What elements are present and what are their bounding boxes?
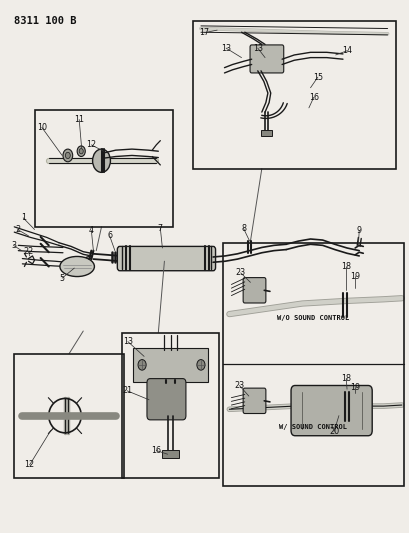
Text: 14: 14 (341, 46, 351, 55)
FancyBboxPatch shape (146, 378, 185, 420)
Text: 3: 3 (11, 241, 16, 250)
Text: 13: 13 (220, 44, 231, 53)
Text: W/ SOUND CONTROL: W/ SOUND CONTROL (278, 424, 346, 430)
FancyBboxPatch shape (290, 385, 371, 435)
Text: 9: 9 (356, 226, 361, 235)
FancyBboxPatch shape (249, 45, 283, 73)
Text: 20: 20 (328, 427, 338, 436)
Text: 7: 7 (157, 224, 162, 233)
Circle shape (65, 152, 70, 159)
Text: 19: 19 (349, 383, 360, 392)
Text: 16: 16 (308, 93, 318, 102)
Circle shape (196, 360, 204, 370)
FancyBboxPatch shape (260, 130, 271, 136)
FancyBboxPatch shape (117, 246, 215, 271)
Text: 5: 5 (59, 273, 65, 282)
Bar (14, 354, 124, 478)
FancyBboxPatch shape (133, 348, 208, 382)
Text: 21: 21 (122, 386, 132, 395)
Text: 13: 13 (123, 337, 133, 346)
Text: 23: 23 (234, 381, 244, 390)
Text: 18: 18 (340, 374, 351, 383)
Circle shape (79, 149, 83, 154)
Circle shape (63, 149, 72, 162)
Text: W/O SOUND CONTROL: W/O SOUND CONTROL (276, 316, 348, 321)
Text: 18: 18 (340, 262, 351, 271)
Text: 15: 15 (312, 72, 322, 82)
Text: 11: 11 (74, 115, 84, 124)
Text: 22: 22 (23, 247, 34, 256)
Text: 4: 4 (89, 226, 94, 235)
Text: 10: 10 (37, 123, 47, 132)
Text: 16: 16 (151, 446, 161, 455)
Bar (121, 333, 219, 478)
FancyBboxPatch shape (243, 388, 265, 414)
Text: 12: 12 (25, 461, 35, 470)
Text: 8: 8 (240, 224, 245, 233)
Text: 1: 1 (20, 213, 26, 222)
Text: 2: 2 (15, 225, 20, 234)
Text: 19: 19 (349, 271, 360, 280)
Circle shape (138, 360, 146, 370)
Ellipse shape (60, 256, 94, 277)
Text: 23: 23 (235, 268, 245, 277)
Circle shape (92, 149, 110, 172)
Bar (192, 21, 395, 168)
Text: 13: 13 (252, 44, 262, 53)
FancyBboxPatch shape (162, 450, 179, 458)
Text: 12: 12 (86, 140, 96, 149)
Bar (34, 110, 172, 227)
Circle shape (77, 146, 85, 157)
Text: 8311 100 B: 8311 100 B (14, 17, 76, 26)
Text: 17: 17 (199, 28, 209, 37)
Text: 6: 6 (107, 231, 112, 240)
Bar (223, 243, 403, 486)
FancyBboxPatch shape (243, 278, 265, 303)
